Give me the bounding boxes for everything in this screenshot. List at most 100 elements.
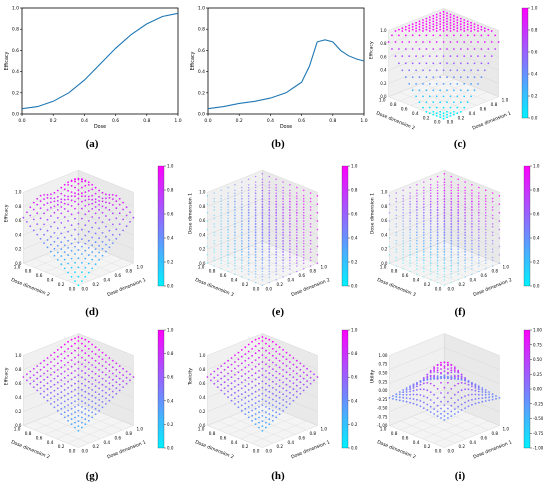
data-point	[450, 415, 453, 417]
data-point	[457, 240, 459, 242]
data-point	[254, 267, 257, 270]
data-point	[299, 362, 302, 365]
y-tick-label: 0.2	[198, 90, 205, 96]
data-point	[254, 209, 257, 212]
data-point	[70, 242, 73, 245]
data-point	[108, 218, 111, 221]
data-point	[118, 233, 121, 236]
data-point	[237, 351, 240, 354]
data-point	[275, 237, 277, 240]
data-point	[261, 203, 264, 206]
data-point	[36, 365, 39, 367]
x-tick-label: 0.2	[92, 282, 99, 287]
data-point	[457, 371, 460, 374]
data-point	[234, 189, 236, 192]
data-point	[282, 259, 284, 262]
data-point	[39, 200, 42, 203]
data-point	[268, 237, 271, 239]
data-point	[227, 217, 229, 220]
data-point	[241, 189, 243, 192]
data-point	[478, 239, 480, 242]
data-point	[408, 27, 411, 30]
data-point	[457, 262, 459, 264]
data-point	[477, 388, 480, 391]
data-point	[443, 237, 446, 240]
data-point	[275, 343, 278, 346]
data-point	[105, 403, 107, 405]
x-tick-label: 0.2	[50, 118, 57, 124]
data-point	[275, 209, 277, 211]
data-point	[271, 414, 274, 417]
data-point	[426, 409, 429, 411]
data-point	[60, 353, 63, 355]
data-point	[484, 195, 487, 197]
data-point	[227, 239, 229, 242]
grid-line	[262, 361, 318, 384]
data-point	[285, 351, 288, 354]
floor-pane	[388, 403, 500, 448]
data-point	[105, 235, 107, 238]
data-point	[491, 231, 494, 234]
data-point	[435, 69, 438, 72]
data-point	[105, 391, 107, 394]
data-point	[411, 34, 414, 37]
data-point	[423, 259, 425, 262]
data-point	[450, 184, 453, 186]
data-point	[115, 200, 118, 203]
data-point	[227, 270, 229, 273]
data-point	[443, 198, 446, 200]
data-point	[425, 26, 428, 28]
data-point	[122, 201, 124, 204]
data-point	[435, 112, 438, 115]
data-point	[50, 397, 52, 400]
grid-line	[262, 347, 318, 370]
data-point	[268, 206, 271, 209]
data-point	[247, 265, 250, 267]
y-tick-label: 0.8	[209, 269, 216, 274]
data-point	[436, 237, 439, 239]
data-point	[429, 229, 432, 231]
data-point	[450, 262, 453, 264]
data-point	[416, 243, 418, 245]
data-point	[261, 347, 264, 349]
x-tick-label: 0.4	[469, 440, 476, 445]
data-point	[422, 388, 425, 391]
z-tick-label: 0.75	[379, 362, 388, 367]
data-point	[423, 223, 425, 225]
x-axis-label: Dose dimension 1	[106, 277, 147, 298]
grid-line	[78, 389, 134, 412]
data-point	[450, 215, 453, 217]
data-point	[98, 362, 100, 365]
data-point	[268, 240, 271, 242]
data-point	[423, 237, 425, 239]
data-point	[74, 342, 76, 345]
data-point	[237, 401, 240, 403]
colorbar-tick-label: 1.0	[531, 6, 538, 11]
data-point	[416, 214, 418, 217]
data-point	[50, 206, 52, 209]
y-tick-label: 0.0	[435, 449, 442, 454]
data-point	[402, 254, 404, 256]
data-point	[234, 206, 236, 208]
data-point	[470, 30, 472, 32]
data-point	[296, 226, 298, 228]
data-point	[206, 254, 209, 256]
data-point	[53, 221, 56, 224]
data-point	[416, 389, 418, 391]
data-point	[302, 262, 305, 265]
data-point	[56, 203, 59, 206]
data-point	[398, 399, 401, 402]
data-point	[241, 215, 243, 217]
data-point	[91, 416, 94, 419]
data-point	[70, 384, 73, 387]
data-point	[67, 368, 69, 370]
data-point	[282, 192, 284, 194]
data-point	[471, 268, 473, 270]
data-point	[115, 194, 118, 197]
data-point	[422, 401, 425, 404]
grid-line	[23, 226, 79, 250]
data-point	[302, 197, 305, 200]
data-point	[268, 251, 271, 253]
data-point	[84, 338, 87, 341]
data-point	[237, 365, 240, 367]
